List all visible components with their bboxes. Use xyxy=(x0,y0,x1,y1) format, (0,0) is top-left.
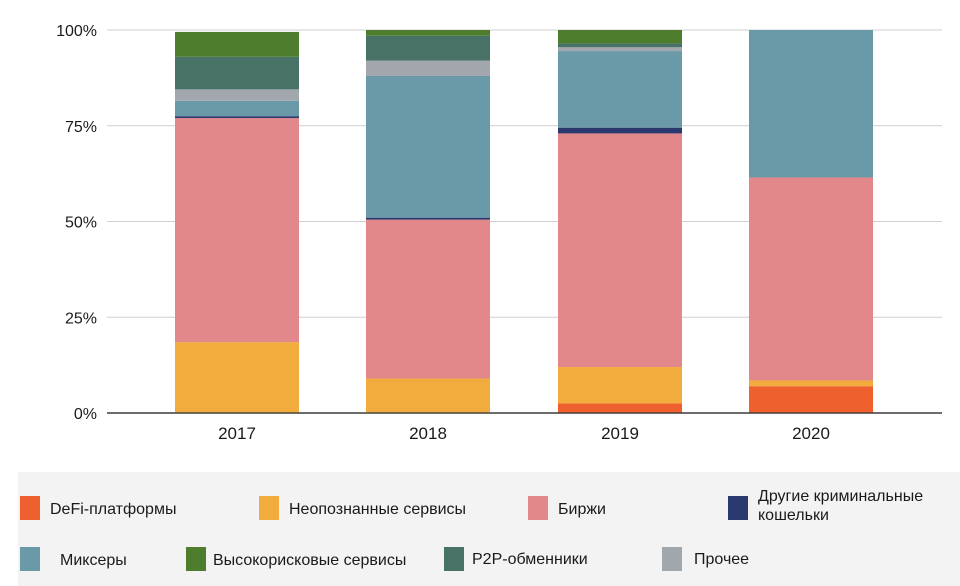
y-tick-label: 0% xyxy=(74,406,97,423)
legend-label-mixers: Миксеры xyxy=(60,552,127,569)
legend-label-exchanges: Биржи xyxy=(558,501,606,518)
legend: DeFi-платформы Неопознанные сервисы Бирж… xyxy=(0,472,960,586)
legend-label-other-criminal: Другие криминальные кошельки xyxy=(758,488,923,525)
legend-swatch-other-criminal xyxy=(728,496,748,520)
legend-label-other: Прочее xyxy=(694,551,750,568)
legend-swatch-p2p xyxy=(444,547,464,571)
bar-segment-2018-2 xyxy=(366,219,490,379)
legend-label-p2p: P2P-обменники xyxy=(472,551,588,568)
stacked-bar-chart: 0% 25% 50% 75% 100% 2017 2018 2019 2020 xyxy=(56,23,942,443)
bar-segment-2017-3 xyxy=(175,116,299,119)
bar-segment-2019-1 xyxy=(558,367,682,404)
bar-segment-2018-1 xyxy=(366,378,490,413)
bar-segment-2018-3 xyxy=(366,217,490,220)
bar-segment-2020-1 xyxy=(749,380,873,387)
bar-segment-2017-4 xyxy=(175,100,299,117)
legend-swatch-high-risk xyxy=(186,547,206,571)
bar-segment-2017-2 xyxy=(175,118,299,343)
bar-segment-2019-7 xyxy=(558,30,682,44)
legend-item-defi: DeFi-платформы xyxy=(20,496,176,520)
bar-segment-2019-2 xyxy=(558,133,682,368)
y-tick-label: 100% xyxy=(56,23,97,40)
bar-segment-2020-0 xyxy=(749,386,873,413)
legend-item-mixers: Миксеры xyxy=(20,547,127,571)
bar-segment-2017-7 xyxy=(175,31,299,57)
legend-swatch-exchanges xyxy=(528,496,548,520)
bar-segment-2017-5 xyxy=(175,89,299,101)
x-tick-label: 2018 xyxy=(409,424,447,443)
bar-segment-2019-4 xyxy=(558,51,682,128)
bar-segment-2018-5 xyxy=(366,60,490,76)
bar-segment-2019-3 xyxy=(558,127,682,134)
legend-left-strip xyxy=(0,472,18,586)
legend-item-unidentified: Неопознанные сервисы xyxy=(259,496,466,520)
bar-segment-2018-6 xyxy=(366,35,490,61)
legend-swatch-defi xyxy=(20,496,40,520)
bar-segment-2018-7 xyxy=(366,30,490,36)
bar-segment-2019-6 xyxy=(558,43,682,48)
bar-segment-2017-1 xyxy=(175,342,299,413)
legend-item-other-criminal: Другие криминальные кошельки xyxy=(728,488,923,525)
legend-label-other-criminal-line2: кошельки xyxy=(758,507,829,524)
bar-segment-2017-6 xyxy=(175,56,299,90)
legend-item-p2p: P2P-обменники xyxy=(444,547,588,571)
legend-label-unidentified: Неопознанные сервисы xyxy=(289,501,467,518)
legend-label-high-risk: Высокорисковые сервисы xyxy=(213,552,407,569)
x-tick-label: 2017 xyxy=(218,424,256,443)
legend-label-defi: DeFi-платформы xyxy=(50,501,177,518)
x-tick-label: 2019 xyxy=(601,424,639,443)
bar-segment-2020-2 xyxy=(749,177,873,381)
y-tick-label: 50% xyxy=(65,215,97,232)
y-tick-label: 75% xyxy=(65,119,97,136)
legend-swatch-other xyxy=(662,547,682,571)
x-tick-label: 2020 xyxy=(792,424,830,443)
legend-swatch-unidentified xyxy=(259,496,279,520)
bar-segment-2018-4 xyxy=(366,75,490,218)
bar-segment-2019-0 xyxy=(558,403,682,413)
y-tick-label: 25% xyxy=(65,310,97,327)
legend-item-high-risk: Высокорисковые сервисы xyxy=(186,547,406,571)
legend-swatch-mixers xyxy=(20,547,40,571)
legend-item-exchanges: Биржи xyxy=(528,496,606,520)
plot-panel: 0% 25% 50% 75% 100% 2017 2018 2019 2020 xyxy=(0,0,960,472)
bar-segment-2019-5 xyxy=(558,47,682,52)
legend-label-other-criminal-line1: Другие криминальные xyxy=(758,488,924,505)
legend-item-other: Прочее xyxy=(662,547,749,571)
bar-segment-2020-4 xyxy=(749,30,873,178)
